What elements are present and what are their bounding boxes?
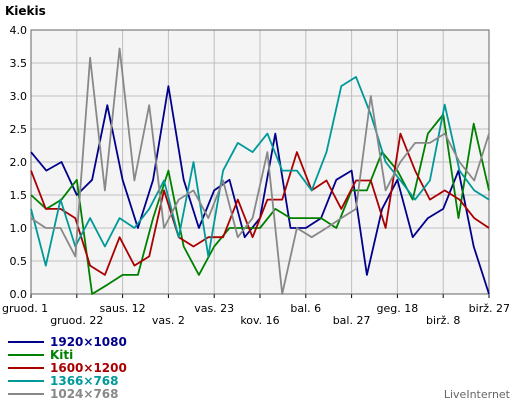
y-axis-labels: 0.0 0.5 1.0 1.5 2.0 2.5 3.0 3.5 4.0: [10, 24, 28, 301]
legend-label: 1920×1080: [50, 335, 127, 349]
x-tick-label: geg. 18: [377, 302, 419, 315]
series-line: [30, 132, 490, 276]
y-tick-label: 2.0: [10, 156, 28, 169]
y-tick-label: 3.5: [10, 57, 28, 70]
y-tick-label: 4.0: [10, 24, 28, 37]
series-line: [30, 47, 490, 295]
series-lines: [30, 47, 490, 295]
y-tick-label: 0.0: [10, 288, 28, 301]
x-tick-label: birž. 8: [426, 314, 460, 327]
series-line: [30, 113, 490, 295]
x-tick-label: vas. 2: [152, 314, 185, 327]
y-tick-label: 2.5: [10, 123, 28, 136]
y-tick-label: 3.0: [10, 90, 28, 103]
x-tick-label: bal. 27: [333, 314, 371, 327]
x-tick-label: vas. 23: [194, 302, 234, 315]
x-tick-label: gruod. 1: [2, 302, 48, 315]
legend-label: Kiti: [50, 348, 73, 362]
x-axis-labels: gruod. 1 saus. 12 vas. 23 bal. 6 geg. 18 birž…: [2, 302, 510, 327]
legend-label: 1600×1200: [50, 361, 127, 375]
x-tick-label: bal. 6: [290, 302, 321, 315]
credit-label: LiveInternet: [444, 388, 511, 401]
x-tick-label: birž. 27: [469, 302, 510, 315]
legend-label: 1024×768: [50, 387, 119, 401]
series-line: [30, 76, 490, 267]
x-tick-label: gruod. 22: [50, 314, 103, 327]
plot-border: [30, 29, 490, 295]
x-tick-label: kov. 16: [240, 314, 279, 327]
chart-title: Kiekis: [5, 4, 46, 18]
legend-label: 1366×768: [50, 374, 119, 388]
y-tick-label: 0.5: [10, 255, 28, 268]
y-tick-label: 1.0: [10, 222, 28, 235]
y-tick-label: 1.5: [10, 189, 28, 202]
x-tick-label: saus. 12: [100, 302, 146, 315]
